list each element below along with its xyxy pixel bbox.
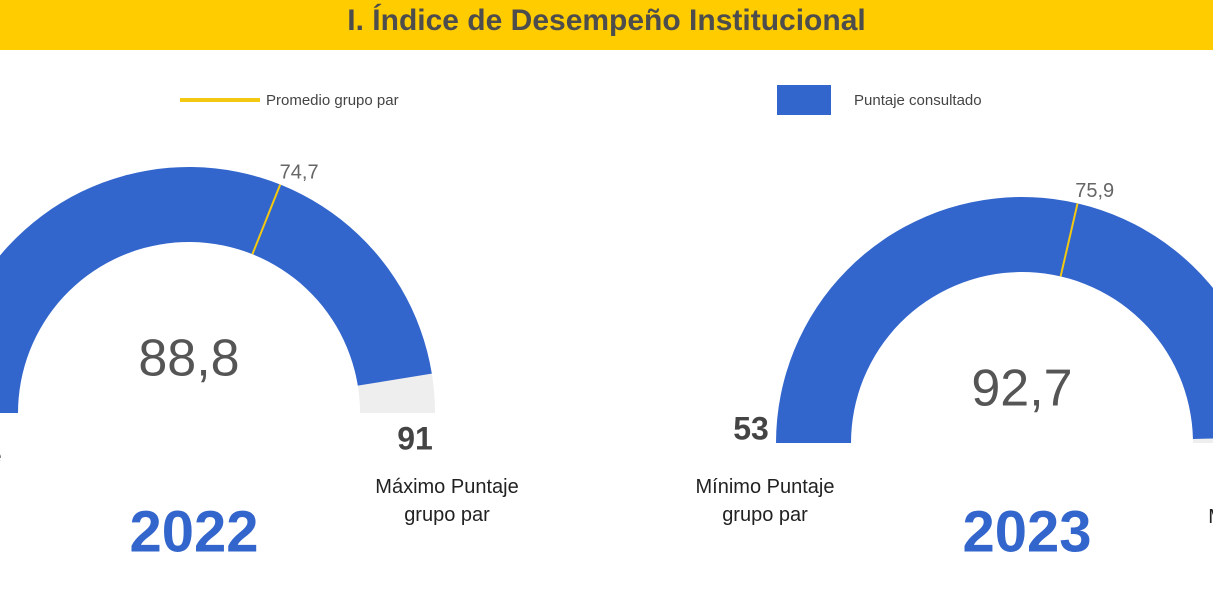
gauge-value-arc xyxy=(776,197,1213,443)
gauge-value: 88,8 xyxy=(138,330,239,388)
gauge-track xyxy=(357,373,435,413)
min-label: Mínimo Puntaje grupo par xyxy=(0,443,22,499)
header-title: I. Índice de Desempeño Institucional xyxy=(347,4,866,37)
target-label: 74,7 xyxy=(280,162,319,184)
gauge-value-arc xyxy=(0,167,432,413)
max-label: Máximo Puntaje grupo par xyxy=(375,476,519,526)
gauge-max: 91 xyxy=(397,420,433,456)
target-line xyxy=(1059,203,1079,277)
gauge-year: 2023 xyxy=(962,499,1091,564)
legend-label: Promedio grupo par xyxy=(266,92,399,109)
max-label: Máximo Puntaje grupo par xyxy=(1190,503,1213,559)
legend-swatch xyxy=(777,85,831,115)
legend-label: Puntaje consultado xyxy=(854,92,982,109)
gauge-value: 92,7 xyxy=(971,360,1072,418)
min-label: Mínimo Puntaje grupo par xyxy=(695,476,835,526)
gauge-year: 2022 xyxy=(129,499,258,564)
gauge-track xyxy=(1192,438,1213,443)
header-band xyxy=(0,0,1213,50)
target-line xyxy=(251,184,282,255)
gauge-min: 53 xyxy=(733,410,769,446)
target-label: 75,9 xyxy=(1075,180,1114,202)
